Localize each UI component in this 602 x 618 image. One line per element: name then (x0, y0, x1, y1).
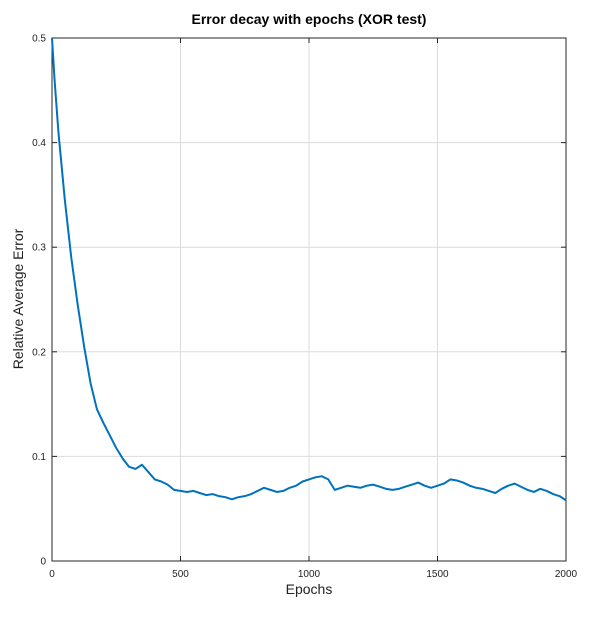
y-tick-label: 0.4 (32, 138, 46, 149)
y-tick-label: 0.5 (32, 34, 46, 45)
x-tick-label: 1000 (298, 569, 321, 580)
y-tick-label: 0.2 (32, 347, 46, 358)
y-axis-label: Relative Average Error (10, 228, 26, 369)
x-axis-label: Epochs (286, 581, 333, 597)
chart-title: Error decay with epochs (XOR test) (192, 11, 427, 27)
y-tick-label: 0.1 (32, 452, 46, 463)
y-tick-label: 0 (40, 557, 46, 568)
x-tick-label: 500 (172, 569, 189, 580)
x-tick-label: 1500 (426, 569, 449, 580)
grid (51, 37, 567, 562)
x-tick-label: 2000 (555, 569, 578, 580)
axis-ticks: 0 500 1000 1500 2000 0 0.1 0.2 0.3 0.4 0.5 (32, 34, 577, 581)
x-tick-label: 0 (49, 569, 55, 580)
series-line (51, 37, 567, 502)
y-tick-label: 0.3 (32, 243, 46, 254)
